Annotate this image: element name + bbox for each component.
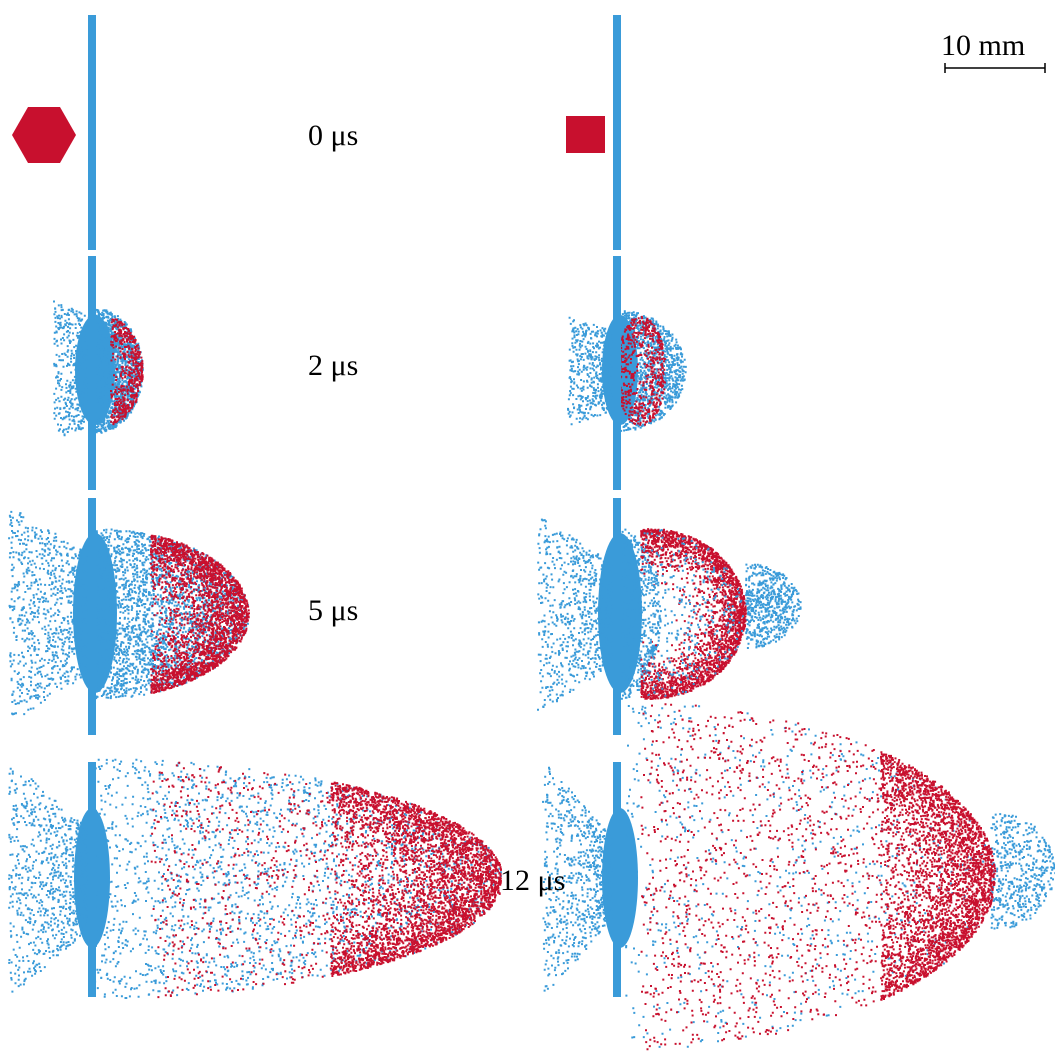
debris [990, 813, 1055, 929]
debris [330, 782, 502, 977]
scale-bar-label: 10 mm [941, 29, 1025, 62]
time-label: 12 μs [500, 864, 565, 897]
debris-clouds [8, 301, 1055, 1051]
scale-bar [945, 63, 1045, 73]
plate [88, 256, 96, 490]
time-label: 2 μs [308, 349, 358, 382]
debris [745, 564, 802, 649]
square-projectile [566, 116, 605, 153]
time-label: 5 μs [308, 594, 358, 627]
debris [53, 301, 90, 437]
plate [613, 498, 621, 735]
hexagon-projectile [12, 107, 76, 163]
debris [640, 703, 995, 1050]
plate [88, 498, 96, 735]
time-label: 0 μs [308, 119, 358, 152]
plate [613, 762, 621, 997]
plate [613, 256, 621, 490]
plate [88, 15, 96, 250]
page: 0 μs 2 μs 5 μs 12 μs 10 mm (() => { cons… [0, 0, 1055, 1056]
figure: 0 μs 2 μs 5 μs 12 μs 10 mm [0, 0, 1055, 1056]
debris [8, 511, 90, 715]
plate [88, 762, 96, 997]
plate [613, 15, 621, 250]
